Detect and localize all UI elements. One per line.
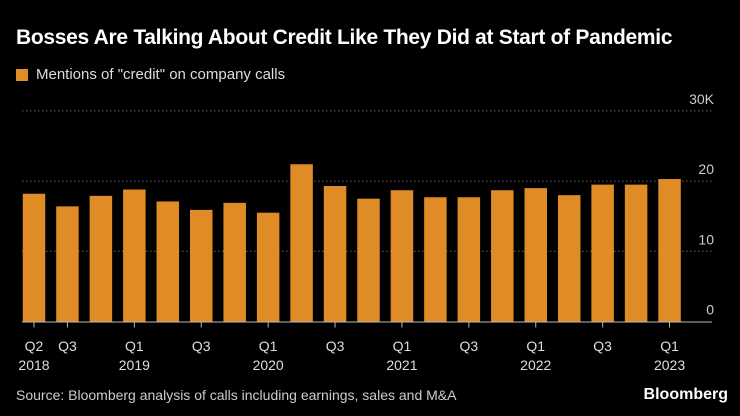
bar: [424, 197, 447, 322]
bar: [190, 209, 213, 322]
x-tick-label: Q2: [25, 338, 44, 354]
x-tick-year-label: 2020: [253, 357, 284, 373]
bar: [323, 186, 347, 322]
bar: [557, 195, 581, 322]
bar: [591, 184, 614, 322]
x-tick-label: Q1: [660, 338, 679, 354]
bar: [624, 184, 648, 322]
source-note: Source: Bloomberg analysis of calls incl…: [16, 387, 457, 403]
bar: [290, 164, 313, 322]
x-tick-label: Q3: [460, 338, 479, 354]
bar: [156, 201, 180, 322]
x-tick-label: Q1: [393, 338, 412, 354]
bar: [357, 198, 380, 322]
bar: [390, 190, 414, 322]
bar: [457, 197, 481, 322]
bar: [56, 206, 79, 322]
x-tick-year-label: 2023: [654, 357, 685, 373]
x-tick-label: Q3: [58, 338, 77, 354]
bar: [223, 202, 246, 322]
x-tick-label: Q1: [526, 338, 545, 354]
x-tick-label: Q3: [593, 338, 612, 354]
legend-label: Mentions of "credit" on company calls: [36, 66, 286, 83]
bar: [491, 190, 514, 322]
bar: [524, 188, 547, 322]
x-tick-year-label: 2021: [386, 357, 417, 373]
bar: [89, 195, 113, 322]
legend: Mentions of "credit" on company calls: [16, 66, 285, 83]
x-tick-label: Q3: [192, 338, 211, 354]
x-tick-year-label: 2022: [520, 357, 551, 373]
y-tick-label: 30K: [689, 91, 715, 107]
bar: [22, 193, 46, 322]
x-tick-label: Q1: [125, 338, 144, 354]
x-tick-label: Q3: [326, 338, 345, 354]
bar: [256, 212, 280, 322]
legend-swatch: [16, 68, 28, 81]
y-tick-label: 20: [698, 161, 714, 177]
x-tick-label: Q1: [259, 338, 278, 354]
bloomberg-logo: Bloomberg: [643, 386, 728, 403]
x-tick-year-label: 2019: [119, 357, 150, 373]
y-tick-label: 0: [706, 302, 714, 318]
bar: [658, 178, 681, 322]
x-tick-year-label: 2018: [18, 357, 49, 373]
y-tick-label: 10: [698, 231, 714, 247]
bar: [123, 189, 146, 322]
chart-title: Bosses Are Talking About Credit Like The…: [16, 26, 673, 49]
